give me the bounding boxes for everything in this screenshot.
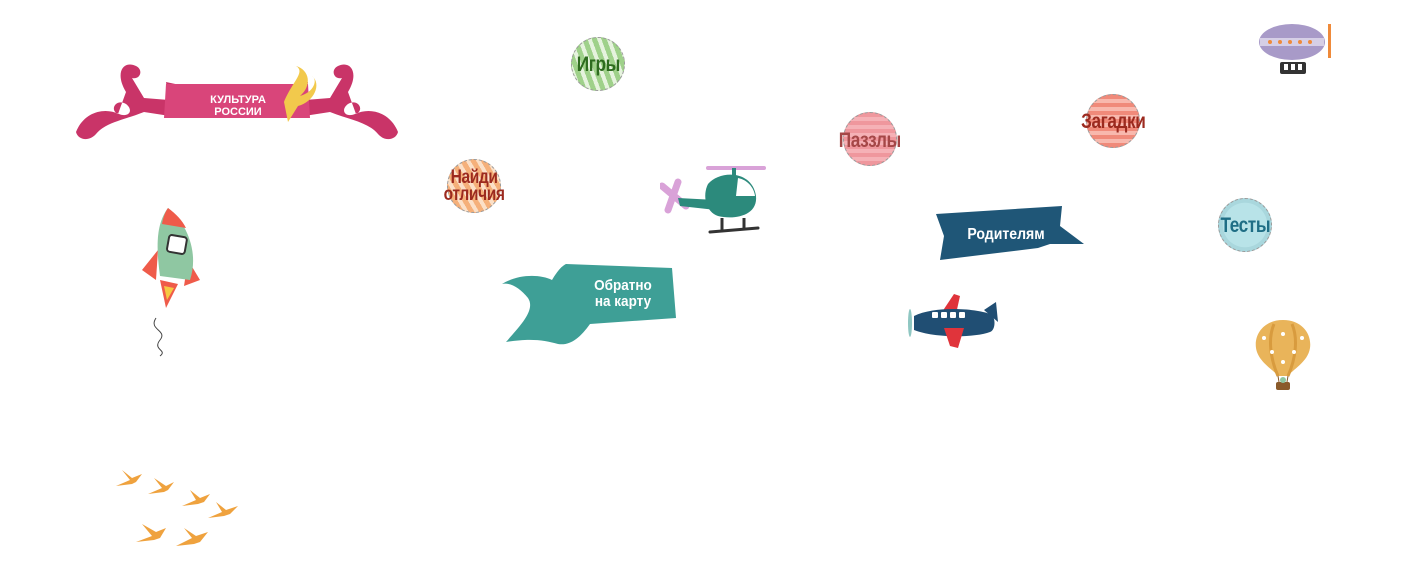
menu-riddles-button[interactable]: Загадки [1068,91,1158,151]
menu-puzzles-button[interactable]: Паззлы [828,111,912,169]
menu-find-differences-button[interactable]: Найди отличия [432,156,516,216]
menu-tests-button[interactable]: Тесты [1210,195,1280,255]
logo-line-2: РОССИИ [214,106,262,118]
airship-decoration [1256,18,1334,78]
culture-russia-logo[interactable]: КУЛЬТУРА РОССИИ [74,52,400,144]
menu-tests-label: Тесты [1220,213,1270,237]
logo-ribbon-icon: КУЛЬТУРА РОССИИ [76,64,398,140]
menu-find-differences-label: Найди отличия [443,167,505,205]
menu-riddles-label: Загадки [1080,109,1146,133]
back-ribbon-icon [502,264,676,345]
rocket-icon [142,208,200,357]
menu-games-button[interactable]: Игры [566,35,630,93]
back-to-map-label: Обратно на карту [594,277,652,310]
helicopter-decoration [658,162,770,236]
find-differences-badge-disc [447,159,501,213]
menu-puzzles-label: Паззлы [838,128,902,152]
rocket-decoration [138,200,204,360]
helicopter-icon [658,166,766,234]
airplane-icon [908,294,998,348]
tests-badge-disc [1218,198,1272,252]
birds-flock-decoration [112,466,246,556]
birds-icon [116,470,238,546]
back-to-map-banner-button[interactable]: Обратно на карту [500,262,680,348]
airplane-decoration [904,292,1000,352]
airship-icon [1259,24,1331,74]
parents-banner-button[interactable]: Родителям [934,204,1086,264]
riddles-badge-disc [1086,94,1140,148]
puzzles-badge-disc [843,112,897,166]
parents-ribbon-icon [936,206,1084,260]
parents-banner-label: Родителям [967,226,1045,243]
hot-air-balloon-decoration [1252,318,1314,392]
games-badge-disc [571,37,625,91]
menu-games-label: Игры [576,52,620,76]
logo-line-1: КУЛЬТУРА [210,94,266,106]
hot-air-balloon-icon [1255,320,1311,390]
